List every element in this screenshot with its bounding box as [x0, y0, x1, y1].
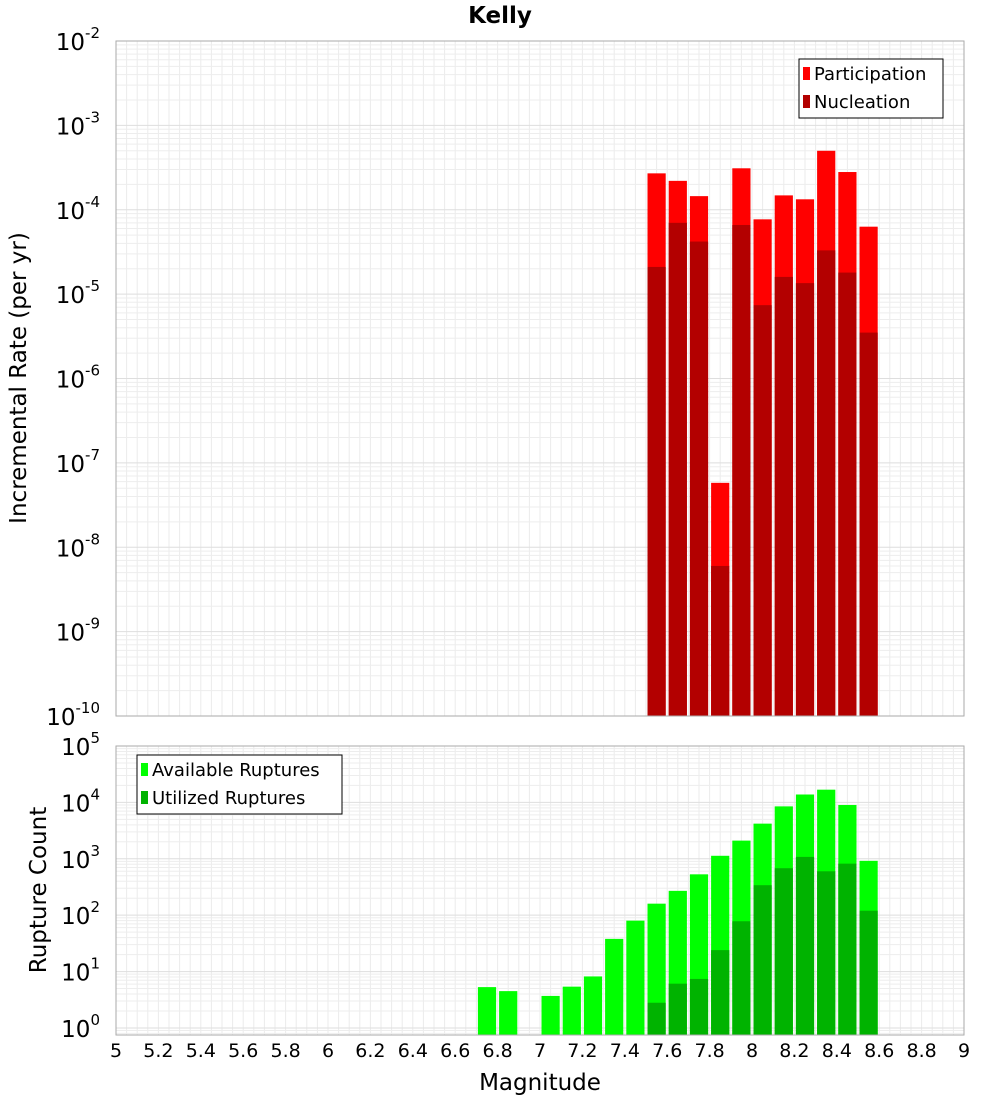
- x-axis-label: Magnitude: [479, 1070, 601, 1096]
- top-bar-series2-3: [711, 565, 730, 716]
- top-bar-series2-0: [647, 266, 666, 716]
- bottom-x-tick-label: 5: [110, 1040, 122, 1062]
- top-plot-frame: [115, 40, 965, 717]
- top-y-ticks: 10-10 10-9 10-8 10-7 10-6 10-5 10-4 10-3 10-2: [46, 24, 100, 731]
- bottom-bar-series2-16: [817, 871, 836, 1035]
- bottom-legend-label-0: Available Ruptures: [152, 760, 320, 781]
- bottom-bar-series2-13: [753, 885, 772, 1035]
- bottom-y-tick-label: 104: [61, 785, 100, 817]
- top-legend-label-1: Nucleation: [814, 92, 910, 113]
- bottom-x-tick-label: 5.8: [270, 1040, 300, 1062]
- bottom-bar-series2-9: [668, 983, 687, 1035]
- bottom-x-tick-label: 7.4: [610, 1040, 640, 1062]
- bottom-x-tick-label: 6.2: [355, 1040, 385, 1062]
- bottom-y-tick-label: 100: [61, 1011, 100, 1043]
- bottom-legend: Available Ruptures Utilized Ruptures: [136, 754, 343, 815]
- bottom-x-tick-label: 6.6: [440, 1040, 470, 1062]
- top-bar-series2-6: [774, 276, 793, 716]
- bottom-bar-series2-12: [732, 921, 751, 1035]
- bottom-x-tick-label: 8.2: [779, 1040, 809, 1062]
- bottom-y-tick-label: 105: [61, 729, 100, 761]
- top-y-tick-label: 10-6: [56, 362, 100, 394]
- top-bar-series2-10: [859, 332, 878, 716]
- bottom-x-tick-label: 6: [322, 1040, 334, 1062]
- bottom-y-tick-label: 103: [61, 842, 100, 874]
- top-bar-series2-4: [732, 224, 751, 716]
- top-legend-swatch-0: [803, 67, 810, 80]
- top-legend-label-0: Participation: [814, 64, 926, 85]
- bottom-x-ticks: 5 5.2 5.4 5.6 5.8 6 6.2 6.4 6.6 6.8 7 7.2 7.4 7.6 7.8 8…: [110, 1040, 970, 1062]
- top-y-tick-label: 10-10: [46, 699, 100, 731]
- top-legend-swatch-1: [803, 95, 810, 108]
- bottom-bar-series1-8: [647, 903, 666, 1035]
- bottom-x-tick-label: 9: [958, 1040, 970, 1062]
- top-bars: [647, 150, 878, 717]
- bottom-bar-series1-7: [626, 920, 645, 1035]
- top-bar-series2-9: [838, 272, 857, 716]
- bottom-x-tick-label: 7.6: [652, 1040, 682, 1062]
- top-y-tick-label: 10-8: [56, 530, 100, 562]
- bottom-bars: [477, 789, 878, 1035]
- top-bar-series2-8: [817, 250, 836, 717]
- bottom-bar-series2-8: [647, 1002, 666, 1035]
- top-y-tick-label: 10-5: [56, 277, 100, 309]
- top-y-tick-label: 10-9: [56, 615, 100, 647]
- bottom-y-tick-label: 101: [61, 955, 100, 987]
- top-y-axis-label: Incremental Rate (per yr): [6, 232, 32, 524]
- top-legend-box: [798, 58, 944, 119]
- bottom-bar-series1-6: [605, 938, 624, 1035]
- top-legend: Participation Nucleation: [798, 58, 944, 119]
- bottom-y-ticks: 100 101 102 103 104 105: [61, 729, 100, 1043]
- bottom-bar-series2-14: [774, 868, 793, 1035]
- top-y-tick-label: 10-4: [56, 193, 100, 225]
- bottom-x-tick-label: 8.8: [906, 1040, 936, 1062]
- bottom-plot-frame: [115, 745, 965, 1036]
- chart-title: Kelly: [468, 3, 532, 29]
- top-y-tick-label: 10-7: [56, 446, 100, 478]
- bottom-x-tick-label: 5.4: [186, 1040, 216, 1062]
- top-bar-series2-1: [668, 222, 687, 716]
- bottom-x-tick-label: 6.4: [398, 1040, 428, 1062]
- bottom-panel: 100 101 102 103 104 105 5 5.2 5.4 5.6 5.8 6 6.2 6.4 6.…: [61, 729, 970, 1062]
- bottom-bar-series1-3: [541, 995, 560, 1035]
- bottom-legend-label-1: Utilized Ruptures: [152, 788, 305, 809]
- top-y-tick-label: 10-3: [56, 108, 100, 140]
- bottom-bar-series1-5: [583, 976, 603, 1035]
- bottom-legend-box: [136, 754, 343, 815]
- bottom-x-tick-label: 6.8: [482, 1040, 512, 1062]
- bottom-x-tick-label: 7.2: [567, 1040, 597, 1062]
- top-y-tick-label: 10-2: [56, 24, 100, 56]
- bottom-bar-series2-11: [711, 950, 730, 1035]
- top-bar-series2-5: [753, 305, 772, 716]
- bottom-x-tick-label: 7.8: [694, 1040, 724, 1062]
- bottom-bar-series2-10: [689, 978, 709, 1035]
- bottom-y-tick-label: 102: [61, 898, 100, 930]
- bottom-bar-series2-15: [795, 856, 815, 1035]
- top-grid: [115, 40, 965, 717]
- bottom-x-tick-label: 8.4: [822, 1040, 852, 1062]
- top-panel: 10-10 10-9 10-8 10-7 10-6 10-5 10-4 10-3 10-2 Par…: [46, 24, 965, 731]
- bottom-legend-swatch-0: [141, 763, 148, 776]
- bottom-bar-series2-18: [859, 910, 878, 1035]
- bottom-bar-series1-1: [499, 991, 518, 1035]
- bottom-x-tick-label: 8.6: [864, 1040, 894, 1062]
- bottom-x-tick-label: 5.6: [228, 1040, 258, 1062]
- top-bar-series2-7: [795, 283, 815, 716]
- bottom-bar-series1-4: [562, 986, 581, 1035]
- bottom-y-axis-label: Rupture Count: [26, 807, 52, 973]
- bottom-legend-swatch-1: [141, 791, 148, 804]
- top-bar-series2-2: [689, 241, 709, 717]
- bottom-x-tick-label: 7: [534, 1040, 546, 1062]
- bottom-x-tick-label: 5.2: [143, 1040, 173, 1062]
- bottom-x-tick-label: 8: [746, 1040, 758, 1062]
- bottom-bar-series1-0: [477, 987, 497, 1035]
- bottom-bar-series2-17: [838, 863, 857, 1035]
